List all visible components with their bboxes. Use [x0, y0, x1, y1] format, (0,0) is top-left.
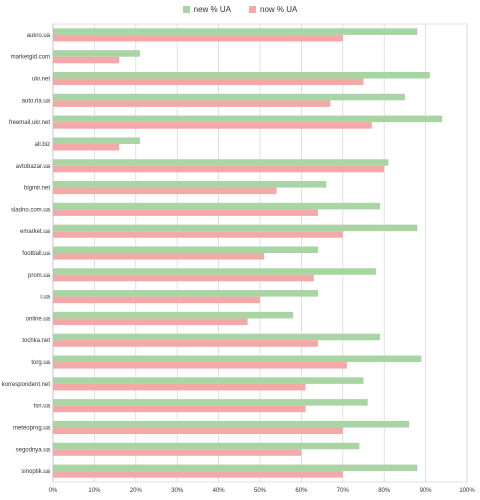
bar-now — [53, 209, 318, 216]
bar-new — [53, 93, 405, 101]
legend-label-new: new % UA — [193, 5, 231, 14]
y-category-label: freemail.ukr.net — [9, 120, 50, 126]
x-tick-label: 30% — [171, 488, 184, 494]
legend-item-now: now % UA — [249, 5, 297, 14]
bar-now — [53, 318, 248, 325]
x-tick-label: 90% — [420, 488, 433, 494]
bar-now — [53, 143, 120, 151]
bar-now — [53, 405, 306, 413]
bar-new — [53, 268, 376, 275]
bar-now — [53, 34, 343, 42]
y-category-label: marketgid.com — [11, 55, 50, 61]
y-category-label: torg.ua — [31, 360, 50, 366]
bar-now — [53, 471, 343, 478]
bar-new — [53, 311, 294, 319]
bar-now — [53, 122, 372, 129]
bar-now — [53, 165, 385, 173]
chart-legend: new % UA now % UA — [0, 5, 480, 14]
y-category-label: sladno.com.ua — [11, 207, 51, 213]
bar-new — [53, 224, 418, 232]
legend-swatch-new — [182, 6, 190, 13]
x-tick-label: 10% — [88, 488, 101, 494]
y-category-label: prom.ua — [28, 273, 51, 279]
bar-new — [53, 355, 422, 363]
bar-new — [53, 28, 418, 35]
legend-swatch-now — [249, 6, 256, 13]
bar-new — [53, 71, 430, 79]
bar-new — [53, 115, 443, 123]
bar-now — [53, 100, 331, 107]
x-tick-label: 80% — [378, 488, 391, 494]
bar-now — [53, 383, 306, 391]
x-tick-label: 50% — [254, 488, 267, 494]
bar-new — [53, 137, 140, 144]
bar-now — [53, 427, 343, 435]
bar-now — [53, 187, 277, 195]
bar-new — [53, 181, 327, 188]
bar-new — [53, 399, 368, 406]
y-category-label: tochka.net — [22, 338, 50, 344]
y-category-label: ukr.net — [32, 77, 50, 83]
x-tick-label: 40% — [213, 488, 226, 494]
y-category-label: bigmir.net — [24, 186, 50, 192]
y-category-label: all.biz — [35, 142, 50, 148]
bar-new — [53, 159, 389, 166]
bar-new — [53, 333, 381, 341]
bar-now — [53, 231, 343, 238]
y-category-label: football.ua — [22, 251, 50, 257]
y-category-label: avtobazar.ua — [16, 164, 51, 170]
bar-now — [53, 296, 260, 304]
bar-now — [53, 253, 265, 260]
bar-now — [53, 362, 347, 369]
bar-new — [53, 50, 140, 57]
x-tick-label: 0% — [49, 488, 58, 494]
bar-new — [53, 420, 410, 428]
legend-label-now: now % UA — [260, 5, 298, 14]
bar-now — [53, 78, 364, 86]
bar-new — [53, 202, 381, 210]
x-tick-label: 20% — [130, 488, 143, 494]
bar-now — [53, 56, 120, 64]
bar-new — [53, 290, 318, 297]
y-category-label: emarket.ua — [20, 229, 51, 235]
bar-new — [53, 246, 318, 253]
bar-new — [53, 377, 364, 384]
x-tick-label: 70% — [337, 488, 350, 494]
bar-now — [53, 274, 314, 282]
bar-new — [53, 442, 360, 450]
bar-now — [53, 340, 318, 347]
y-category-label: i.ua — [40, 295, 50, 301]
y-category-label: tsn.ua — [34, 404, 51, 410]
bar-new — [53, 464, 418, 472]
y-category-label: korrespondent.net — [2, 382, 51, 388]
y-category-label: sinoptik.ua — [21, 469, 50, 475]
y-category-label: online.ua — [26, 316, 51, 322]
legend-item-new: new % UA — [182, 5, 231, 14]
x-tick-label: 60% — [295, 488, 308, 494]
y-category-label: segodnya.ua — [16, 447, 51, 453]
x-tick-label: 100% — [459, 488, 475, 494]
y-category-label: aukro.ua — [27, 33, 51, 39]
bar-now — [53, 449, 302, 456]
y-category-label: auto.ria.ua — [22, 98, 51, 104]
y-category-label: meteoprog.ua — [13, 425, 51, 431]
